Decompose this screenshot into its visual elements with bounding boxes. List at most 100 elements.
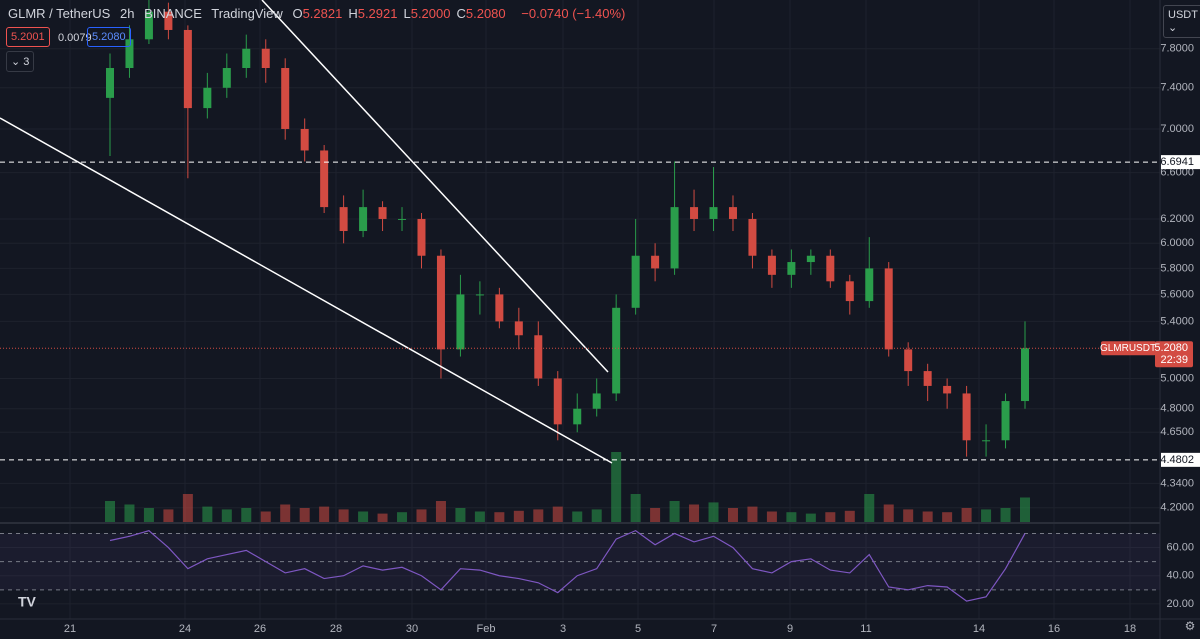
volume-bar: [221, 509, 232, 522]
x-tick-label: 14: [973, 623, 985, 635]
volume-bar: [903, 509, 914, 522]
candle-body: [904, 349, 913, 372]
interval: 2h: [119, 6, 135, 21]
ohlc-value: 5.2080: [465, 6, 506, 21]
x-tick-label: 16: [1048, 623, 1060, 635]
candle-body: [670, 207, 679, 269]
volume-bar: [377, 513, 388, 522]
candle-body: [417, 218, 426, 256]
candle-body: [806, 255, 815, 263]
volume-bar: [689, 504, 700, 522]
ohlc-key: L: [403, 6, 411, 21]
volume-bar: [825, 512, 836, 522]
ohlc-value: 5.2821: [302, 6, 343, 21]
y-tick-label: 5.6000: [1160, 288, 1194, 300]
symbol-tag: GLMRUSDT: [1100, 343, 1156, 354]
volume-bar: [922, 511, 933, 522]
volume-bar: [163, 509, 174, 522]
axis-layer: 21 24 26 28 30 Feb 3 5 7 9 11 14 16 18 7.8000 7.4000 7.0…: [0, 43, 1200, 635]
volume-bar: [981, 509, 992, 522]
level-label: 4.4802: [1160, 454, 1194, 466]
volume-bar: [552, 506, 563, 522]
candle-body: [787, 262, 796, 275]
candle-body: [475, 294, 484, 296]
x-tick-label: 18: [1124, 623, 1136, 635]
rsi-tick-label: 20.00: [1166, 598, 1194, 610]
x-tick-label: 7: [711, 623, 717, 635]
volume-bar: [202, 506, 213, 522]
candle-body: [534, 335, 543, 379]
volume-bar: [650, 508, 661, 522]
y-tick-label: 7.8000: [1160, 43, 1194, 55]
candle-body: [1001, 401, 1010, 441]
candle-body: [728, 207, 737, 219]
x-tick-label: 9: [787, 623, 793, 635]
candle-body: [884, 268, 893, 350]
volume-bar: [319, 506, 330, 522]
volume-bar: [474, 511, 485, 522]
settings-icon[interactable]: ⚙: [1185, 619, 1196, 633]
candle-body: [962, 393, 971, 441]
volume-bar: [280, 504, 291, 522]
candle-body: [339, 207, 348, 232]
volume-layer: [105, 452, 1030, 522]
countdown: 22:39: [1160, 354, 1188, 366]
y-tick-label: 7.4000: [1160, 82, 1194, 94]
symbol-tag-bg: [1101, 341, 1156, 356]
volume-bar: [416, 509, 427, 522]
y-tick-label: 6.0000: [1160, 237, 1194, 249]
buy-button[interactable]: 5.2080: [87, 27, 131, 47]
candle-body: [378, 207, 387, 219]
y-tick-label: 7.0000: [1160, 123, 1194, 135]
source: TradingView: [211, 6, 283, 21]
volume-bar: [727, 508, 738, 522]
volume-bar: [591, 509, 602, 522]
x-tick-label: Feb: [477, 623, 496, 635]
volume-bar: [942, 512, 953, 522]
currency: USDT: [1168, 9, 1198, 21]
candle-body: [845, 281, 854, 302]
rsi-layer: [0, 529, 1160, 602]
candle-body: [865, 268, 874, 302]
volume-bar: [182, 494, 193, 522]
candle-layer: [106, 0, 1029, 457]
x-tick-label: 28: [330, 623, 342, 635]
candle-body: [183, 29, 192, 109]
volume-bar: [533, 509, 544, 522]
ohlc-key: C: [456, 6, 466, 21]
change: −0.0740 (−1.40%): [521, 6, 626, 21]
candle-body: [923, 371, 932, 386]
candle-body: [553, 378, 562, 425]
candle-body: [320, 150, 329, 208]
candle-body: [592, 393, 601, 409]
x-tick-label: 5: [635, 623, 641, 635]
candle-body: [242, 48, 251, 69]
last-price-label: 5.2080: [1154, 342, 1188, 354]
y-tick-label: 4.8000: [1160, 403, 1194, 415]
level-label: 6.6941: [1160, 156, 1194, 168]
level-tag: [1161, 155, 1200, 170]
candle-body: [106, 68, 114, 98]
x-tick-label: 24: [179, 623, 191, 635]
rsi-tick-label: 60.00: [1166, 541, 1194, 553]
candle-body: [982, 440, 991, 442]
volume-bar: [435, 501, 446, 522]
volume-bar: [397, 512, 408, 522]
y-tick-label: 5.0000: [1160, 372, 1194, 384]
volume-bar: [747, 506, 758, 522]
y-tick-label: 5.4000: [1160, 315, 1194, 327]
candle-body: [690, 207, 699, 219]
y-tick-label: 6.6000: [1160, 167, 1194, 179]
currency-select[interactable]: USDT ⌄: [1163, 5, 1200, 38]
volume-bar: [1000, 508, 1011, 522]
x-tick-label: 30: [406, 623, 418, 635]
ohlc-key: H: [348, 6, 358, 21]
indicators-toggle[interactable]: ⌄ 3: [6, 51, 35, 72]
ohlc-value: 5.2000: [410, 6, 451, 21]
candle-body: [125, 39, 134, 69]
volume-bar: [143, 508, 154, 522]
candle-body: [144, 11, 153, 40]
volume-bar: [513, 510, 524, 522]
sell-button[interactable]: 5.2001: [6, 27, 50, 47]
